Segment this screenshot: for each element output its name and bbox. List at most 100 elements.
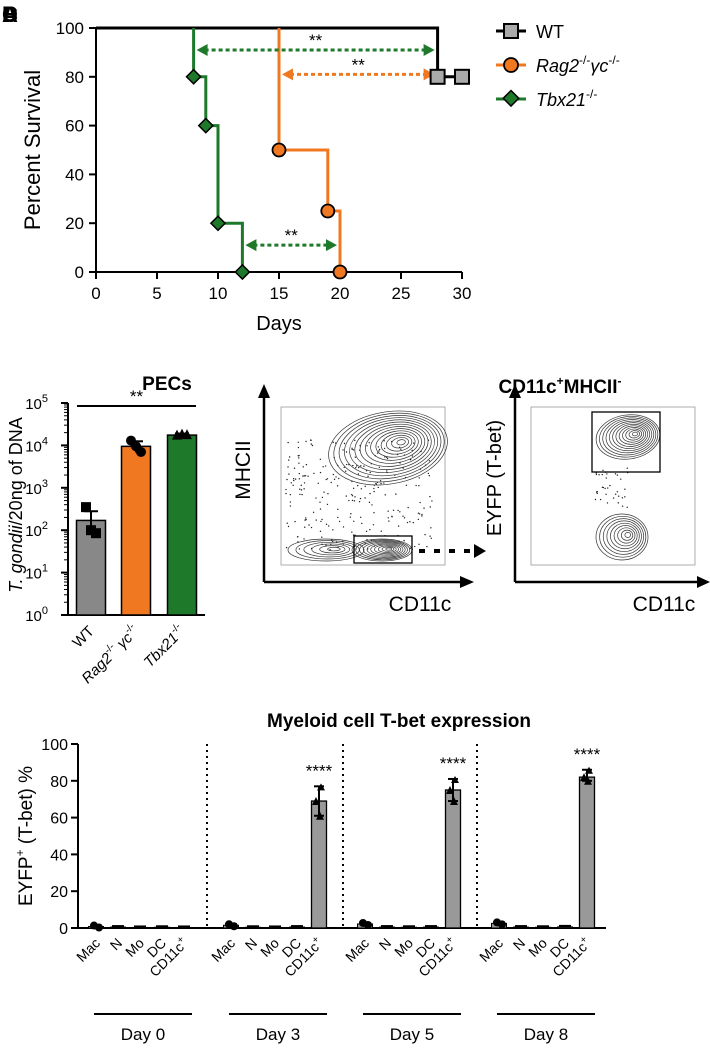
legend-marker-diamond [502,89,520,108]
flow-event-dot [354,496,356,498]
flow-event-dot [349,516,352,518]
flow-event-dot [351,531,353,533]
myeloid-title: Myeloid cell T-bet expression [267,711,531,732]
flow-event-dot [605,493,607,496]
flow-event-dot [298,478,301,480]
pecs-significance-label: ** [130,387,144,406]
flow-contour [319,545,346,554]
flow-contour [613,525,638,547]
flow-event-dot [378,450,380,452]
survival-point [197,117,214,134]
flow-event-dot [397,509,399,512]
flow-event-dot [379,480,382,482]
flow-event-dot [342,526,345,528]
flow-event-dot [426,545,428,548]
flow-contour [631,431,638,437]
flow-event-dot [303,538,305,540]
flow-event-dot [395,493,397,495]
pecs-point [81,502,91,513]
flow-event-dot [338,477,340,480]
survival-x-tick-label: 5 [152,284,161,303]
panel-letter-a: A [2,2,18,27]
flow-event-dot [287,441,289,444]
flow-event-dot [383,447,386,450]
flow-event-dot [310,526,313,529]
flow-event-dot [285,546,288,549]
survival-chart: 0 20 40 60 80 100 0 5 10 15 20 25 30 ** ** ** Days Pe… [20,19,620,335]
myeloid-x-label: Mo [122,935,147,960]
flow-event-dot [315,519,317,521]
pecs-y-tick-label: 103 [25,478,48,498]
flow-event-dot [293,467,296,469]
flow-event-dot [386,457,389,460]
survival-y-tick-label: 80 [65,68,84,87]
flow-event-dot [380,530,382,532]
flow-contour [595,513,649,561]
myeloid-bar [245,926,261,929]
flow-event-dot [411,455,414,457]
myeloid-point [584,776,592,785]
flow-event-dot [345,451,348,453]
myeloid-point [312,797,320,806]
flow-event-dot [345,495,348,497]
flow-event-dot [308,524,310,526]
flow-event-dot [355,465,358,467]
flow-event-dot [624,488,626,490]
flow-event-dot [321,536,323,538]
myeloid-point [450,797,458,806]
flow-event-dot [429,535,431,537]
flow-event-dot [365,530,368,533]
myeloid-point [317,783,325,791]
flow-event-dot [387,510,389,512]
flow-event-dot [302,475,304,477]
flow-event-dot [421,513,423,516]
myeloid-x-label: N [242,935,260,953]
flow-event-dot [332,540,334,543]
myeloid-bar [557,926,573,929]
flow-event-dot [290,482,292,484]
flow-event-dot [621,505,624,507]
pecs-x-label-wt: WT [69,623,98,652]
flow-event-dot [287,466,289,468]
flow-event-dot [421,515,423,517]
flow-event-dot [407,506,409,509]
flow-event-dot [352,464,354,467]
flow-contour [365,426,426,464]
flow-event-dot [299,493,301,496]
myeloid-bar [310,800,328,929]
flow-event-dot [400,448,402,450]
flow-event-dot [418,513,421,515]
legend-label-wt: WT [536,22,564,42]
flow-contour [602,417,657,456]
flow-event-dot [319,471,322,474]
flow-event-dot [305,463,308,466]
myeloid-x-label: Mac [73,935,103,965]
flow-event-dot [348,499,350,502]
flow-event-dot [612,497,615,499]
myeloid-x-label: Mac [476,935,506,965]
flow-event-dot [417,518,420,521]
flow-event-dot [332,473,335,476]
flow-event-dot [293,479,295,482]
flow-event-dot [606,473,608,475]
flow-event-dot [343,466,345,469]
flow-contour [338,415,442,480]
flow-event-dot [409,547,412,549]
flow-event-dot [424,533,426,536]
flow-contour [622,427,645,443]
survival-y-tick-label: 60 [65,117,84,136]
myeloid-significance: **** [574,745,601,764]
panel-letter-d: D [2,2,18,27]
flow-event-dot [335,476,337,478]
flow-event-dot [598,473,600,476]
flow-event-dot [384,494,387,496]
flow-event-dot [315,497,317,499]
survival-x-tick-label: 10 [209,284,228,303]
flow-event-dot [288,456,291,458]
flow-event-dot [354,456,357,458]
flow-event-dot [376,452,379,454]
flow-event-dot [351,495,354,497]
myeloid-x-label: Mac [342,935,372,965]
survival-point [320,203,336,219]
pecs-y-tick-label: 104 [25,435,48,455]
